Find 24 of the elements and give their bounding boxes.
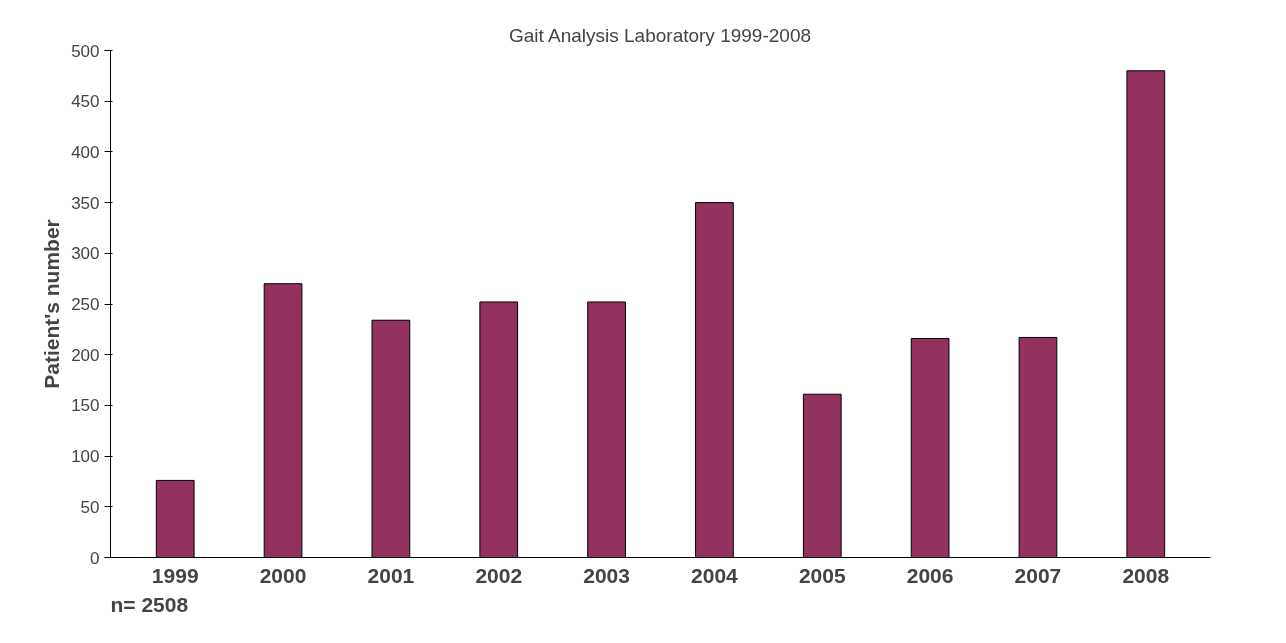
x-tick-label: 2008 — [1122, 563, 1170, 587]
y-tick-label: 150 — [71, 396, 100, 416]
y-tick-label: 100 — [71, 447, 100, 467]
x-tick-label: 2006 — [906, 563, 954, 587]
x-tick-label: 2007 — [1014, 563, 1062, 587]
y-tick-label: 250 — [71, 295, 100, 314]
x-tick-label: 2000 — [259, 563, 307, 587]
x-tick-label: 2004 — [691, 563, 739, 587]
chart-title: Gait Analysis Laboratory 1999-2008 — [508, 24, 812, 46]
y-tick-label: 450 — [71, 92, 100, 112]
y-tick-label: 500 — [71, 41, 100, 61]
y-tick-label: 0 — [90, 548, 100, 568]
x-tick-label: 1999 — [151, 563, 199, 587]
text: n= 2508 — [110, 592, 189, 616]
x-tick-label: 2005 — [798, 563, 846, 587]
y-tick-label: 350 — [71, 193, 100, 213]
y-tick-label: 300 — [71, 244, 100, 264]
y-tick-label: 400 — [71, 142, 100, 162]
x-tick-label: 2001 — [367, 563, 415, 587]
y-tick-label: 50 — [80, 497, 100, 517]
x-tick-label: 2003 — [583, 563, 630, 587]
y-axis-title: Patient's number — [40, 219, 64, 389]
y-tick-label: 200 — [71, 345, 100, 365]
x-tick-label: 2002 — [475, 563, 523, 587]
